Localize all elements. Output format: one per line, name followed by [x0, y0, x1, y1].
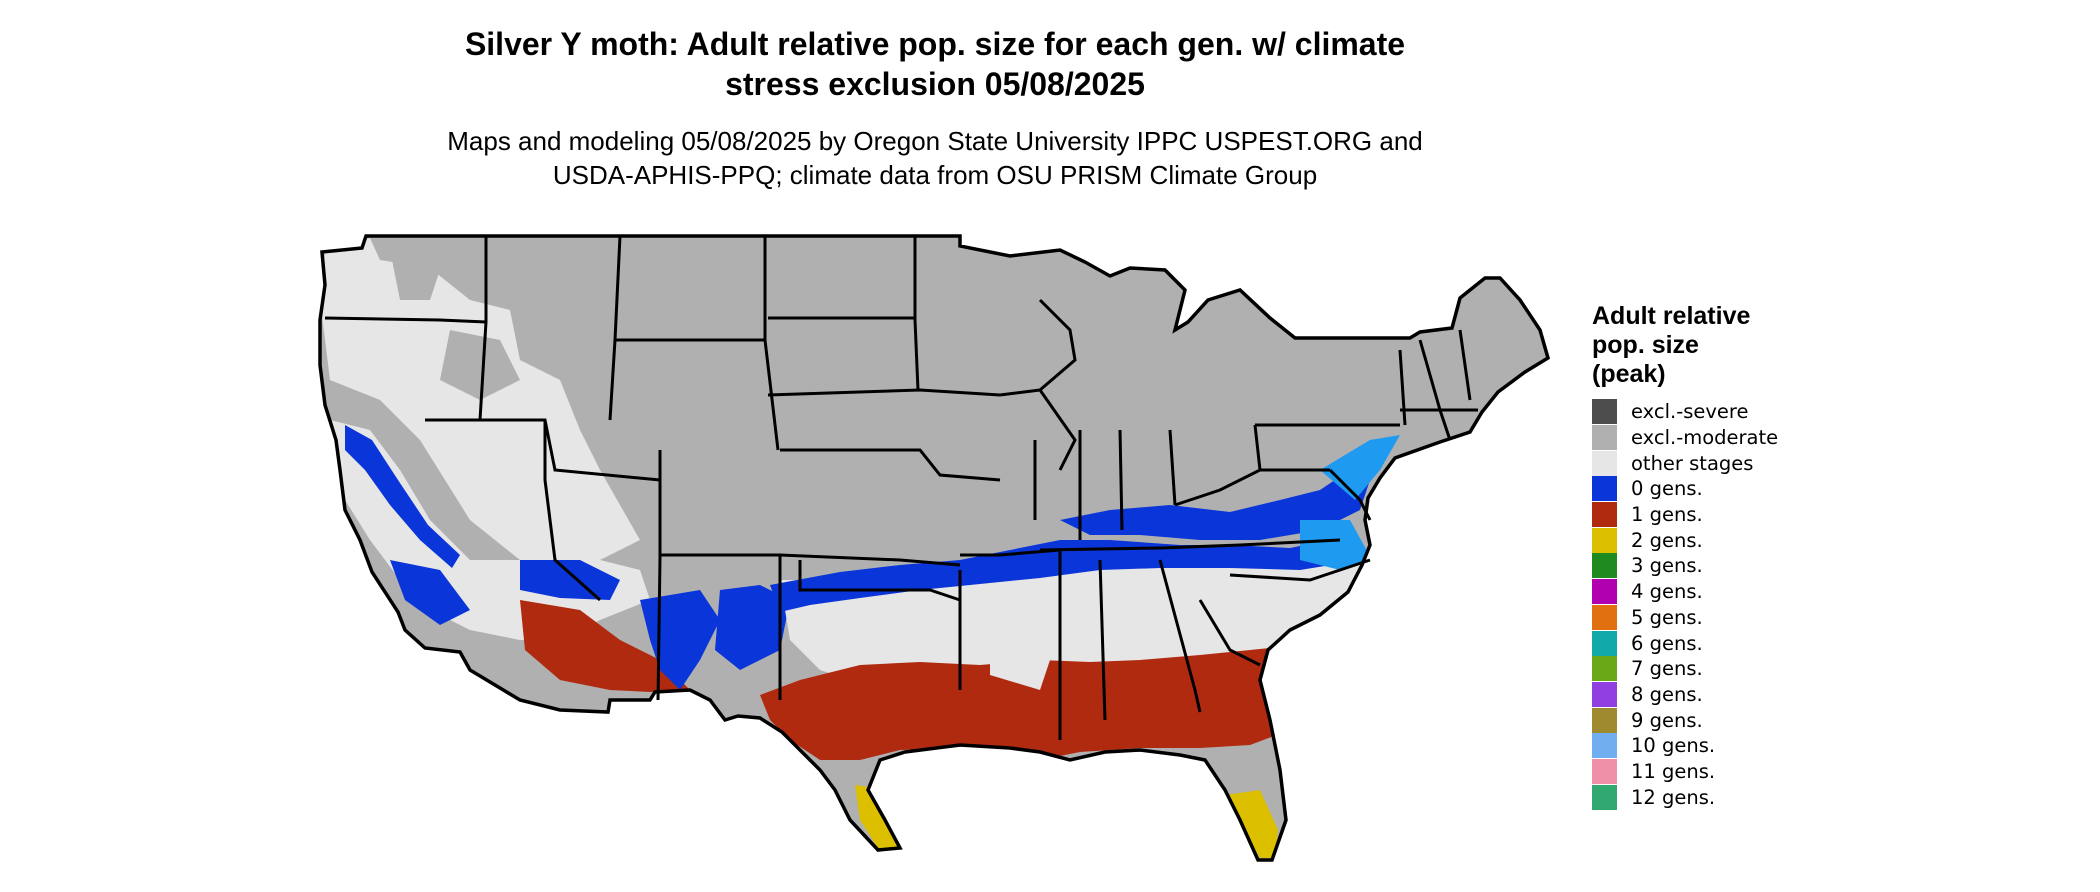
legend-swatch — [1592, 604, 1617, 630]
legend-swatch — [1592, 527, 1617, 553]
state-borders — [318, 234, 1550, 862]
legend-item: 11 gens. — [1592, 758, 1778, 785]
legend-label: 3 gens. — [1631, 554, 1703, 578]
us-map — [310, 220, 1610, 890]
socal-0gen — [390, 560, 470, 625]
blue-mtn-excl — [440, 330, 520, 400]
keys-green — [1255, 860, 1275, 878]
legend-swatch — [1592, 733, 1617, 759]
legend-item: excl.-moderate — [1592, 425, 1778, 451]
legend-label: 2 gens. — [1631, 528, 1703, 552]
map-title: Silver Y moth: Adult relative pop. size … — [464, 26, 1406, 102]
legend-label: other stages — [1631, 451, 1754, 475]
legend-item: 3 gens. — [1592, 553, 1778, 579]
legend-item: 12 gens. — [1592, 784, 1778, 810]
va-light — [1300, 520, 1372, 570]
legend-item: 0 gens. — [1592, 476, 1778, 502]
legend-swatch — [1592, 656, 1617, 682]
legend-item: 8 gens. — [1592, 681, 1778, 708]
legend-swatch — [1592, 553, 1617, 579]
legend-swatch — [1592, 784, 1617, 810]
legend-label: 7 gens. — [1631, 657, 1703, 681]
arkansas-gap — [990, 640, 1050, 690]
legend-label: 1 gens. — [1631, 503, 1703, 527]
nm-east-0gen — [715, 585, 790, 670]
legend-label: 9 gens. — [1631, 708, 1703, 732]
legend-swatch — [1592, 630, 1617, 656]
map-legend: Adult relative pop. size (peak) excl.-se… — [1592, 302, 1778, 810]
legend-item: 10 gens. — [1592, 733, 1778, 759]
legend-label: excl.-severe — [1631, 400, 1749, 424]
legend-swatch — [1592, 681, 1617, 707]
legend-label: 5 gens. — [1631, 605, 1703, 629]
map-subtitle: Maps and modeling 05/08/2025 by Oregon S… — [447, 126, 1423, 190]
legend-swatch — [1592, 502, 1617, 528]
legend-title: Adult relative pop. size (peak) — [1592, 302, 1751, 388]
arizona-1gen — [520, 600, 690, 692]
legend-item: 6 gens. — [1592, 630, 1778, 656]
legend-swatch — [1592, 758, 1617, 784]
california-0gen — [345, 425, 460, 568]
legend-label: 11 gens. — [1631, 759, 1716, 783]
midatlantic-light — [1320, 435, 1400, 500]
nevada-0gen — [520, 560, 620, 600]
legend-item: 2 gens. — [1592, 527, 1778, 553]
legend-label: 8 gens. — [1631, 682, 1703, 706]
legend-label: 0 gens. — [1631, 477, 1703, 501]
gulf-1gen — [760, 640, 1345, 760]
legend-items: excl.-severe excl.-moderate other stages 0 … — [1592, 399, 1778, 810]
florida-2gen — [1225, 790, 1278, 858]
legend-label: 4 gens. — [1631, 580, 1703, 604]
legend-swatch — [1592, 579, 1617, 605]
legend-item: 7 gens. — [1592, 656, 1778, 682]
legend-label: excl.-moderate — [1631, 426, 1779, 450]
legend-item: 9 gens. — [1592, 707, 1778, 733]
legend-swatch — [1592, 450, 1617, 476]
legend-swatch — [1592, 707, 1617, 733]
legend-item: 4 gens. — [1592, 579, 1778, 605]
legend-label: 10 gens. — [1631, 734, 1716, 758]
legend-item: 5 gens. — [1592, 604, 1778, 631]
legend-label: 12 gens. — [1631, 785, 1716, 809]
ohio-valley-0gen — [1060, 470, 1370, 540]
legend-swatch — [1592, 399, 1617, 425]
legend-label: 6 gens. — [1631, 631, 1703, 655]
legend-swatch — [1592, 425, 1617, 451]
legend-item: other stages — [1592, 450, 1778, 476]
legend-item: 1 gens. — [1592, 502, 1778, 528]
midsouth-0gen — [770, 540, 1362, 612]
legend-swatch — [1592, 476, 1617, 502]
legend-item: excl.-severe — [1592, 399, 1778, 425]
cascade-excl — [390, 245, 440, 300]
